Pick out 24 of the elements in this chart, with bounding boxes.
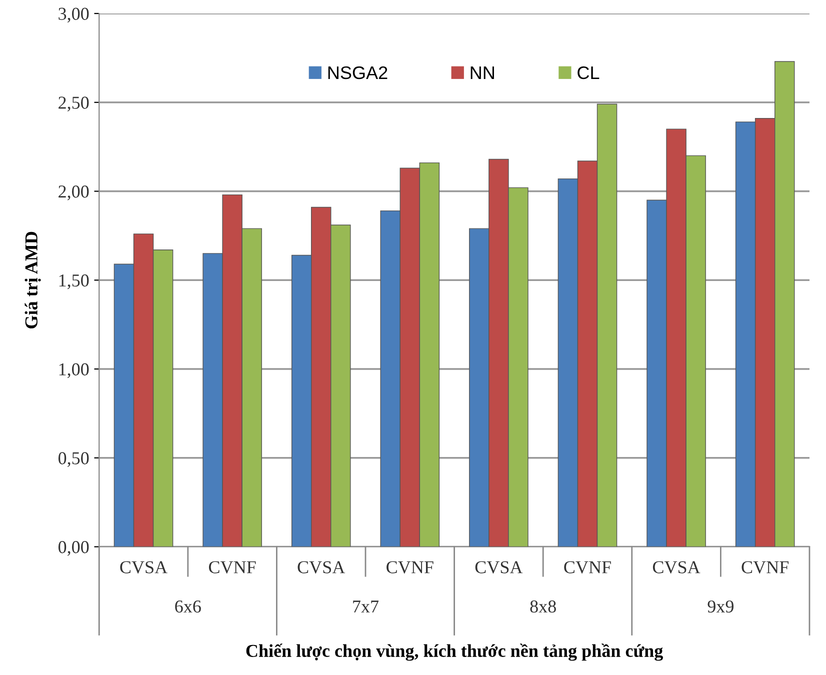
x-tick-label: CVNF bbox=[208, 561, 256, 574]
y-tick-label: 1,50 bbox=[59, 274, 89, 290]
text: 7x7 bbox=[353, 600, 379, 612]
y-tick-label: 0,00 bbox=[58, 541, 89, 556]
legend-label: NSGA2 bbox=[328, 66, 388, 80]
x-axis-title: Chiến lược chọn vùng, kích thước nền tảng phần cứng bbox=[246, 644, 663, 661]
text: 8x8 bbox=[530, 600, 556, 613]
x-tick-label: CVSA bbox=[475, 561, 523, 574]
x-tick-label: CVSA bbox=[298, 561, 346, 574]
x-tick-label: CVSA bbox=[652, 561, 700, 574]
y-tick-label: 2,00 bbox=[58, 186, 89, 200]
legend-label: CL bbox=[578, 66, 600, 80]
y-tick-label: 2,50 bbox=[58, 96, 89, 112]
y-tick-label: 1,00 bbox=[59, 363, 89, 378]
text: 6x6 bbox=[175, 600, 201, 613]
legend-label: NN bbox=[470, 66, 494, 79]
y-tick-label: 0,50 bbox=[58, 452, 89, 467]
x-tick-label: CVNF bbox=[742, 561, 789, 574]
y-axis-title: Giá trị AMD bbox=[24, 232, 41, 328]
x-tick-label: CVNF bbox=[386, 561, 434, 574]
x-tick-label: CVNF bbox=[564, 561, 611, 574]
y-tick-label: 3,00 bbox=[58, 8, 89, 23]
x-tick-label: CVSA bbox=[120, 561, 168, 574]
text: 9x9 bbox=[708, 600, 734, 613]
